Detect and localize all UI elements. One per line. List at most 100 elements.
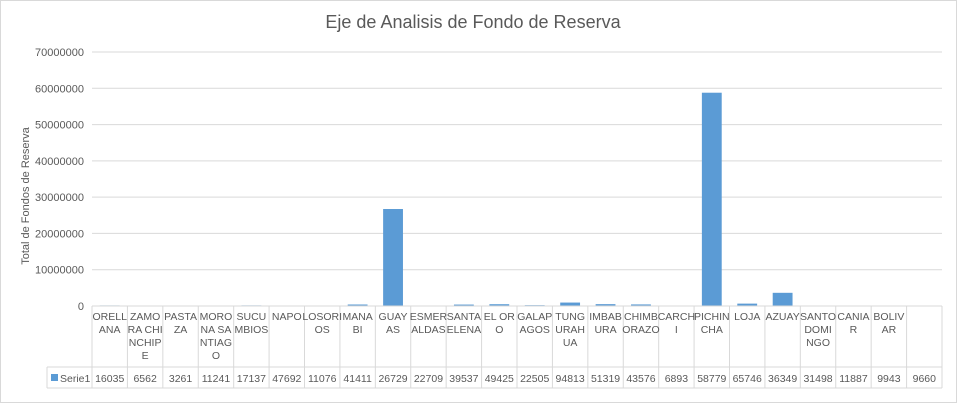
category-label: AS	[386, 324, 400, 336]
category-label: CHIMB	[624, 311, 658, 323]
bar	[453, 304, 474, 306]
category-label: NCHIP	[129, 337, 162, 349]
bars	[99, 92, 935, 306]
data-value-label: 43576	[626, 373, 655, 385]
category-label: LOJA	[734, 311, 760, 323]
category-label: ALDAS	[411, 324, 445, 336]
category-label: NA SA	[200, 324, 231, 336]
data-value-label: 9660	[913, 373, 937, 385]
category-label: NTIAG	[200, 337, 232, 349]
legend-label: Serie1	[60, 373, 91, 385]
category-label: I	[675, 324, 678, 336]
bar	[631, 304, 651, 306]
category-label: AR	[882, 324, 897, 336]
y-tick-label: 30000000	[35, 192, 84, 204]
category-label: ZAMO	[130, 311, 160, 323]
data-value-label: 17137	[237, 373, 266, 385]
y-tick-label: 50000000	[35, 120, 84, 132]
y-tick-label: 10000000	[35, 265, 84, 277]
data-value-label: 11076	[308, 373, 337, 385]
category-label: URA	[594, 324, 616, 336]
y-tick-label: 70000000	[35, 47, 84, 59]
category-label: SANTO	[800, 311, 836, 323]
bar	[737, 303, 758, 306]
category-label: AGOS	[520, 324, 550, 336]
bar	[347, 304, 368, 306]
data-value-label: 6562	[133, 373, 157, 385]
data-value-label: 22505	[520, 373, 549, 385]
category-label: GUAY	[379, 311, 408, 323]
data-value-label: 65746	[733, 373, 762, 385]
bar	[560, 302, 581, 306]
category-label: NAPO	[272, 311, 302, 323]
data-value-label: 94813	[556, 373, 585, 385]
category-label: GALAP	[517, 311, 552, 323]
bar	[701, 92, 722, 306]
category-label: E	[142, 350, 149, 362]
data-value-label: 11241	[202, 373, 231, 385]
category-label: PASTA	[164, 311, 197, 323]
data-value-label: 58779	[697, 373, 726, 385]
data-value-label: 36349	[768, 373, 797, 385]
chart-title: Eje de Analisis de Fondo de Reserva	[325, 12, 621, 32]
bar	[383, 209, 403, 306]
data-value-label: 49425	[485, 373, 514, 385]
category-label: BI	[353, 324, 363, 336]
category-label: ELENA	[447, 324, 481, 336]
category-label: MORO	[200, 311, 233, 323]
category-label: LOSORI	[302, 311, 342, 323]
bar	[489, 304, 510, 306]
category-label: URAH	[555, 324, 585, 336]
data-value-label: 6893	[665, 373, 689, 385]
y-tick-label: 20000000	[35, 228, 84, 240]
data-value-label: 41411	[343, 373, 372, 385]
category-label: CANIA	[837, 311, 869, 323]
category-label: ZA	[174, 324, 187, 336]
y-axis-ticks: 0 10000000 20000000 30000000 40000000 5000000…	[35, 47, 84, 313]
data-value-label: 3261	[169, 373, 193, 385]
category-label: CARCH	[658, 311, 695, 323]
category-label: OS	[315, 324, 330, 336]
category-label: ANA	[99, 324, 121, 336]
bar	[772, 292, 793, 306]
y-tick-label: 60000000	[35, 83, 84, 95]
category-label: SUCU	[236, 311, 266, 323]
category-label: MBIOS	[234, 324, 268, 336]
data-value-label: 39537	[449, 373, 478, 385]
bar	[595, 304, 616, 306]
y-tick-label: 0	[78, 301, 84, 313]
category-label: O	[495, 324, 503, 336]
category-label: CHA	[701, 324, 723, 336]
data-value-label: 51319	[591, 373, 620, 385]
category-label: SANTA	[447, 311, 481, 323]
y-axis-label: Total de Fondos de Reserva	[20, 126, 32, 264]
category-label: AZUAY	[766, 311, 800, 323]
category-label: NGO	[806, 337, 830, 349]
data-value-label: 11887	[839, 373, 868, 385]
category-label: ORAZO	[622, 324, 659, 336]
category-label: ESMER	[410, 311, 448, 323]
data-value-label: 22709	[414, 373, 443, 385]
category-label: EL OR	[484, 311, 516, 323]
data-value-label: 31498	[803, 373, 832, 385]
category-label: BOLIV	[873, 311, 904, 323]
data-value-label: 26729	[378, 373, 407, 385]
category-label: R	[850, 324, 858, 336]
data-value-label: 9943	[877, 373, 901, 385]
category-label: IMBAB	[589, 311, 622, 323]
category-label: MANA	[342, 311, 372, 323]
y-tick-label: 40000000	[35, 156, 84, 168]
data-value-label: 16035	[95, 373, 124, 385]
category-label: TUNG	[555, 311, 585, 323]
category-label: O	[212, 350, 220, 362]
legend-key	[51, 374, 58, 381]
category-label: ORELL	[92, 311, 127, 323]
category-label: DOMI	[804, 324, 831, 336]
category-label: UA	[563, 337, 578, 349]
data-value-label: 47692	[272, 373, 301, 385]
category-label: RA CHI	[128, 324, 163, 336]
